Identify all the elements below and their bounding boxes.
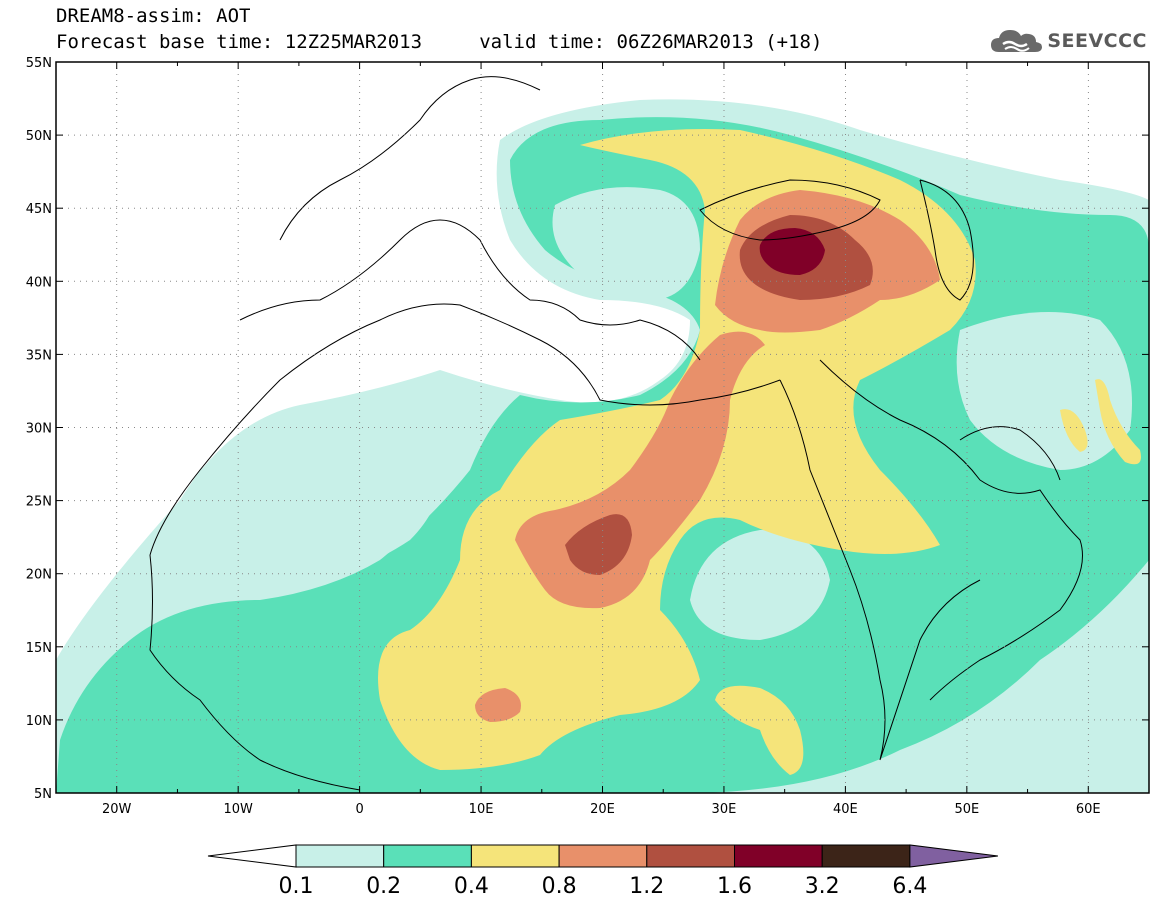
colorbar-segment (295, 844, 385, 868)
colorbar-segment (821, 844, 911, 868)
aot-band-0.1-sahara (158, 420, 443, 620)
lat-tick-label: 20N (26, 568, 52, 583)
cloud-logo-icon (991, 30, 1043, 52)
coastline-africa-west (149, 303, 781, 556)
aot-band-0.8-chad (475, 688, 521, 722)
lat-tick-label: 35N (26, 348, 52, 363)
colorbar-segment (470, 844, 560, 868)
forecast-time-line: Forecast base time: 12Z25MAR2013 valid t… (56, 31, 823, 53)
axis-ticks: 55N 50N 45N 40N 35N 30N 25N 20N 15N 10N 5N 20W 10W 0 1… (26, 56, 1150, 817)
lat-tick-label: 30N (26, 422, 52, 437)
colorbar-label: 1.2 (629, 874, 664, 899)
lon-tick-label: 30E (712, 802, 737, 817)
colorbar-label: 6.4 (892, 874, 927, 899)
coastline-red-sea (779, 379, 981, 761)
map-title: DREAM8-assim: AOT (56, 5, 251, 27)
lon-tick-label: 20E (590, 802, 615, 817)
brand-name: SEEVCCC (1047, 30, 1147, 52)
lat-tick-label: 55N (26, 56, 52, 71)
lat-tick-label: 5N (34, 787, 52, 802)
lat-tick-label: 50N (26, 129, 52, 144)
colorbar-segment (558, 844, 648, 868)
coastlines (149, 76, 1083, 791)
lat-tick-label: 10N (26, 714, 52, 729)
colorbar-segment (646, 844, 735, 868)
lat-tick-label: 15N (26, 641, 52, 656)
colorbar-label: 0.8 (542, 874, 577, 899)
lat-tick-label: 25N (26, 495, 52, 510)
aot-band-1.2-libya (565, 514, 632, 575)
lat-tick-label: 45N (26, 202, 52, 217)
coastline-caspian (919, 179, 974, 301)
aot-band-0.4-ethiopia (715, 685, 804, 775)
colorbar: 0.1 0.2 0.4 0.8 1.2 1.6 3.2 6.4 (207, 844, 998, 899)
lon-tick-label: 10E (469, 802, 494, 817)
coastline-persian-gulf (959, 426, 1061, 481)
graticule (56, 62, 1149, 793)
aot-band-0.1-sudan (690, 530, 830, 640)
colorbar-label: 3.2 (805, 874, 840, 899)
brand-logo: SEEVCCC (989, 26, 1147, 56)
colorbar-label: 1.6 (717, 874, 752, 899)
lon-tick-label: 0 (355, 802, 363, 817)
colorbar-label: 0.2 (366, 874, 401, 899)
aot-band-0.1-east (956, 312, 1132, 470)
lat-tick-label: 40N (26, 275, 52, 290)
lon-tick-label: 50E (954, 802, 979, 817)
colorbar-segment (383, 844, 472, 868)
aot-band-0.4-zagros (1095, 379, 1141, 465)
lon-tick-label: 10W (223, 802, 253, 817)
colorbar-segment (734, 844, 823, 868)
coastline-arabia (819, 359, 1083, 701)
aot-band-0.4-gulf (1060, 409, 1088, 452)
coastline-black-sea (699, 179, 881, 241)
lon-tick-label: 60E (1076, 802, 1101, 817)
coastline-europe-north (279, 76, 541, 241)
lon-tick-label: 40E (833, 802, 858, 817)
colorbar-under-triangle (207, 844, 297, 868)
coastline-europe-south (239, 219, 701, 361)
coastline-africa-southwest (149, 554, 361, 791)
aot-band-0.1-balkans (552, 187, 700, 300)
lon-tick-label: 20W (102, 802, 132, 817)
colorbar-label: 0.1 (279, 874, 314, 899)
colorbar-over-triangle (909, 844, 998, 868)
colorbar-label: 0.4 (454, 874, 489, 899)
